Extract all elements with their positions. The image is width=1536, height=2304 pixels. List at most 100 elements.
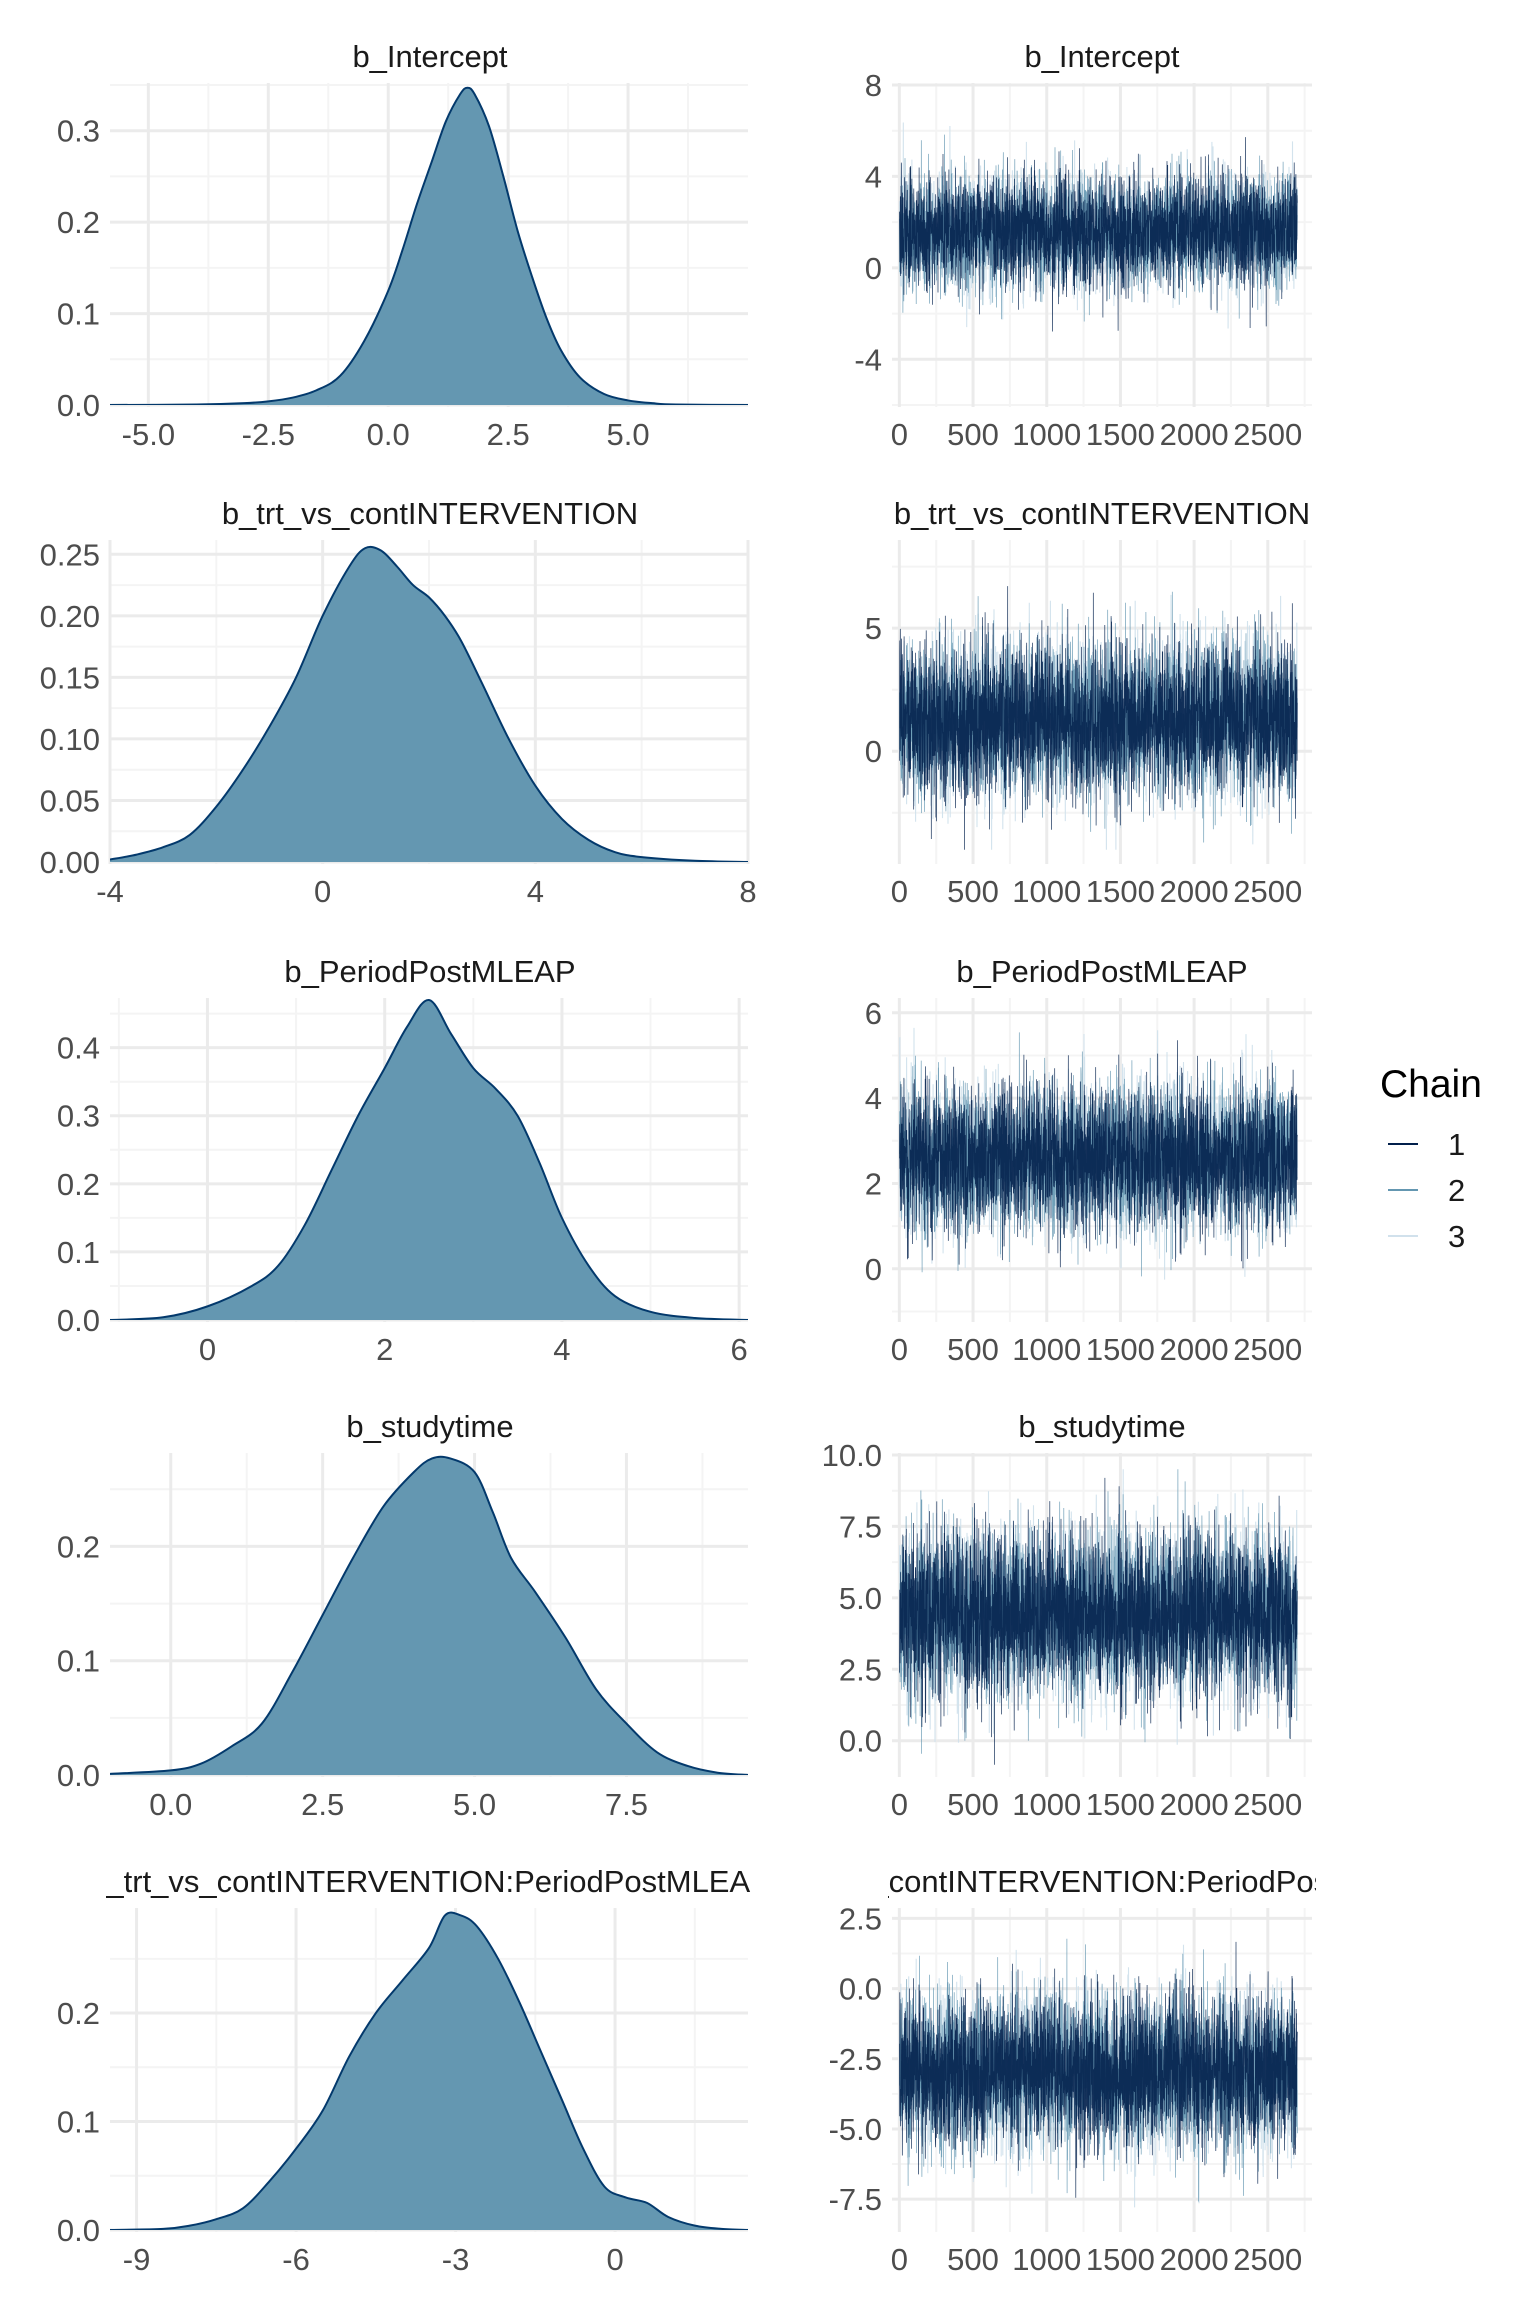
panel-grid: -5.0 -2.5 0.0 2.5 5.0 0.0 0.1 0.2 0.3 b_Intercept… xyxy=(40,39,1443,2277)
y-tick-label: 0.4 xyxy=(57,1031,100,1066)
x-tick-label: 500 xyxy=(947,417,999,452)
y-tick-label: 0.1 xyxy=(57,2105,100,2140)
y-tick-label: 0.2 xyxy=(57,1167,100,1202)
x-tick-label: 2000 xyxy=(1160,2242,1229,2277)
panel-title: b_studytime xyxy=(1018,1409,1185,1444)
data-layer xyxy=(110,999,748,1320)
x-tick-label: -2.5 xyxy=(242,417,295,452)
y-tick-label: 6 xyxy=(865,996,882,1031)
y-tick-label: 2 xyxy=(865,1166,882,1201)
y-tick-label: 5.0 xyxy=(839,1581,882,1616)
x-tick-label: 0 xyxy=(891,417,908,452)
x-tick-label: 5.0 xyxy=(607,417,650,452)
density-panel: 0.0 2.5 5.0 7.5 0.0 0.1 0.2 b_studytime xyxy=(57,1409,748,1822)
trace-panel: 0 500 1000 1500 2000 2500 -4 0 4 8 b_Intercept xyxy=(854,39,1312,452)
y-tick-label: 8 xyxy=(865,68,882,103)
x-tick-label: 2 xyxy=(376,1332,393,1367)
trace-line-chain-1 xyxy=(899,1941,1298,2198)
legend-title: Chain xyxy=(1380,1063,1482,1106)
x-tick-label: 2000 xyxy=(1160,1332,1229,1367)
x-tick-label: 500 xyxy=(947,1332,999,1367)
y-tick-label: 0.1 xyxy=(57,1235,100,1270)
density-area xyxy=(110,87,748,405)
x-tick-label: 2.5 xyxy=(301,1787,344,1822)
x-tick-label: 0 xyxy=(199,1332,216,1367)
x-tick-label: 4 xyxy=(527,874,544,909)
y-tick-label: 0.0 xyxy=(839,1724,882,1759)
trace-line-chain-1 xyxy=(899,137,1298,332)
tick-labels: 0 500 1000 1500 2000 2500 0 2 4 6 xyxy=(865,996,1303,1367)
y-tick-label: -7.5 xyxy=(829,2182,882,2217)
x-tick-label: 0 xyxy=(891,1787,908,1822)
y-tick-label: 0.0 xyxy=(57,388,100,423)
panel-title: b_trt_vs_contINTERVENTION:PeriodPostMLEA… xyxy=(89,1864,771,1899)
density-curve xyxy=(110,545,748,862)
density-curve xyxy=(110,1455,748,1775)
tick-labels: 0 500 1000 1500 2000 2500 0.0 2.5 5.0 7.5 10.0 xyxy=(822,1438,1303,1822)
x-tick-label: -5.0 xyxy=(122,417,175,452)
x-tick-label: 7.5 xyxy=(605,1787,648,1822)
density-area xyxy=(110,1912,748,2230)
y-tick-label: 10.0 xyxy=(822,1438,882,1473)
x-tick-label: 1000 xyxy=(1012,2242,1081,2277)
tick-labels: -5.0 -2.5 0.0 2.5 5.0 0.0 0.1 0.2 0.3 xyxy=(57,114,650,452)
x-tick-label: 1500 xyxy=(1086,2242,1155,2277)
y-tick-label: 0.05 xyxy=(40,783,100,818)
x-tick-label: -9 xyxy=(123,2242,151,2277)
x-tick-label: 6 xyxy=(731,1332,748,1367)
y-tick-label: 0.0 xyxy=(57,2213,100,2248)
density-area xyxy=(110,999,748,1320)
y-tick-label: 0.1 xyxy=(57,1644,100,1679)
x-tick-label: 2500 xyxy=(1233,2242,1302,2277)
legend-label: 2 xyxy=(1448,1173,1465,1208)
panel-title: b_PeriodPostMLEAP xyxy=(956,954,1247,989)
data-layer xyxy=(110,1911,748,2230)
x-tick-label: 1000 xyxy=(1012,417,1081,452)
x-tick-label: 1500 xyxy=(1086,1332,1155,1367)
x-tick-label: 500 xyxy=(947,874,999,909)
y-tick-label: 0 xyxy=(865,1252,882,1287)
x-tick-label: 0.0 xyxy=(367,417,410,452)
y-tick-label: 2.5 xyxy=(839,1652,882,1687)
x-tick-label: -3 xyxy=(442,2242,470,2277)
x-tick-label: 500 xyxy=(947,2242,999,2277)
tick-labels: 0 2 4 6 0.0 0.1 0.2 0.3 0.4 xyxy=(57,1031,748,1367)
data-layer xyxy=(110,1455,748,1775)
y-tick-label: 0.2 xyxy=(57,205,100,240)
panel-title: b_trt_vs_contINTERVENTION xyxy=(222,496,638,531)
trace-line-chain-1 xyxy=(899,1040,1298,1269)
x-tick-label: 2000 xyxy=(1160,417,1229,452)
tick-labels: 0.0 2.5 5.0 7.5 0.0 0.1 0.2 xyxy=(57,1529,648,1822)
x-tick-label: 2000 xyxy=(1160,1787,1229,1822)
y-tick-label: 0.20 xyxy=(40,599,100,634)
x-tick-label: 2500 xyxy=(1233,1332,1302,1367)
y-tick-label: 0.0 xyxy=(57,1303,100,1338)
tick-labels: 0 500 1000 1500 2000 2500 -4 0 4 8 xyxy=(854,68,1302,452)
chain-legend: Chain 1 2 3 xyxy=(1380,1063,1482,1254)
trace-panel: 0 500 1000 1500 2000 2500 2.5 0.0 -2.5 -5.0 -7.5 b_… xyxy=(761,1864,1443,2277)
y-tick-label: 2.5 xyxy=(839,1901,882,1936)
y-tick-label: 4 xyxy=(865,159,882,194)
tick-labels: 0 500 1000 1500 2000 2500 2.5 0.0 -2.5 -5.0 -7.5 xyxy=(829,1901,1303,2277)
density-curve xyxy=(110,86,748,405)
y-tick-label: -5.0 xyxy=(829,2112,882,2147)
y-tick-label: 4 xyxy=(865,1081,882,1116)
x-tick-label: 0 xyxy=(606,2242,623,2277)
x-tick-label: 0 xyxy=(891,1332,908,1367)
data-layer xyxy=(898,122,1298,332)
density-panel: -5.0 -2.5 0.0 2.5 5.0 0.0 0.1 0.2 0.3 b_Intercept xyxy=(57,39,748,452)
data-layer xyxy=(110,545,748,862)
panel-title: b_Intercept xyxy=(352,39,507,74)
y-tick-label: 0.1 xyxy=(57,297,100,332)
x-tick-label: 2000 xyxy=(1160,874,1229,909)
x-tick-label: 0 xyxy=(314,874,331,909)
panel-title: b_trt_vs_contINTERVENTION:PeriodPostMLEA… xyxy=(761,1864,1443,1899)
data-layer xyxy=(898,1027,1298,1280)
x-tick-label: -4 xyxy=(96,874,124,909)
x-tick-label: 1500 xyxy=(1086,874,1155,909)
y-tick-label: 0.00 xyxy=(40,845,100,880)
y-tick-label: 0.0 xyxy=(57,1758,100,1793)
panel-title: b_studytime xyxy=(346,1409,513,1444)
y-tick-label: 0.0 xyxy=(839,1972,882,2007)
